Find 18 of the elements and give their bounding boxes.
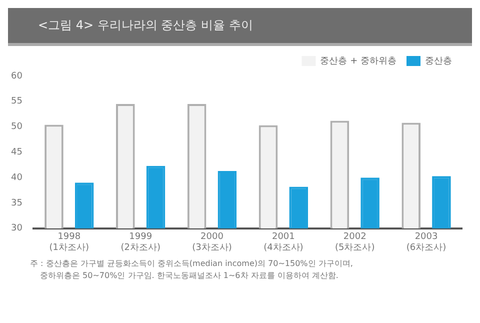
y-tick-label: 55 xyxy=(11,96,22,107)
x-tick-label: 2003 (6차조사) xyxy=(406,232,446,253)
x-tick-label: 2001 (4차조사) xyxy=(264,232,304,253)
text: 중하위층은 50~70%인 가구임. 한국노동패널조사 1~6차 자료를 이용하여 계산함. xyxy=(39,270,340,282)
x-tick-label: 2002 (5차조사) xyxy=(334,232,375,253)
y-tick-label: 45 xyxy=(11,148,22,158)
y-tick-label: 40 xyxy=(11,172,23,183)
y-tick-label: 50 xyxy=(11,122,23,132)
legend-label: 중산층 + 중하위층 xyxy=(320,56,397,66)
y-tick-label: 35 xyxy=(11,198,22,208)
x-tick-label: 1999 (2차조사) xyxy=(120,232,160,253)
x-tick-label: 1998 (1차조사) xyxy=(49,232,90,253)
x-tick-label: 2000 (3차조사) xyxy=(192,232,232,253)
chart-title: <그림 4> 우리나라의 중산층 비율 추이 xyxy=(8,8,472,46)
text: 주 : 중산층은 가구별 균등화소득이 중위소득(median income)의 70~150%인 가구이며, xyxy=(30,258,354,270)
y-tick-label: 60 xyxy=(11,71,23,82)
legend-label: 중산층 xyxy=(425,56,452,66)
y-tick-label: 30 xyxy=(11,224,23,234)
